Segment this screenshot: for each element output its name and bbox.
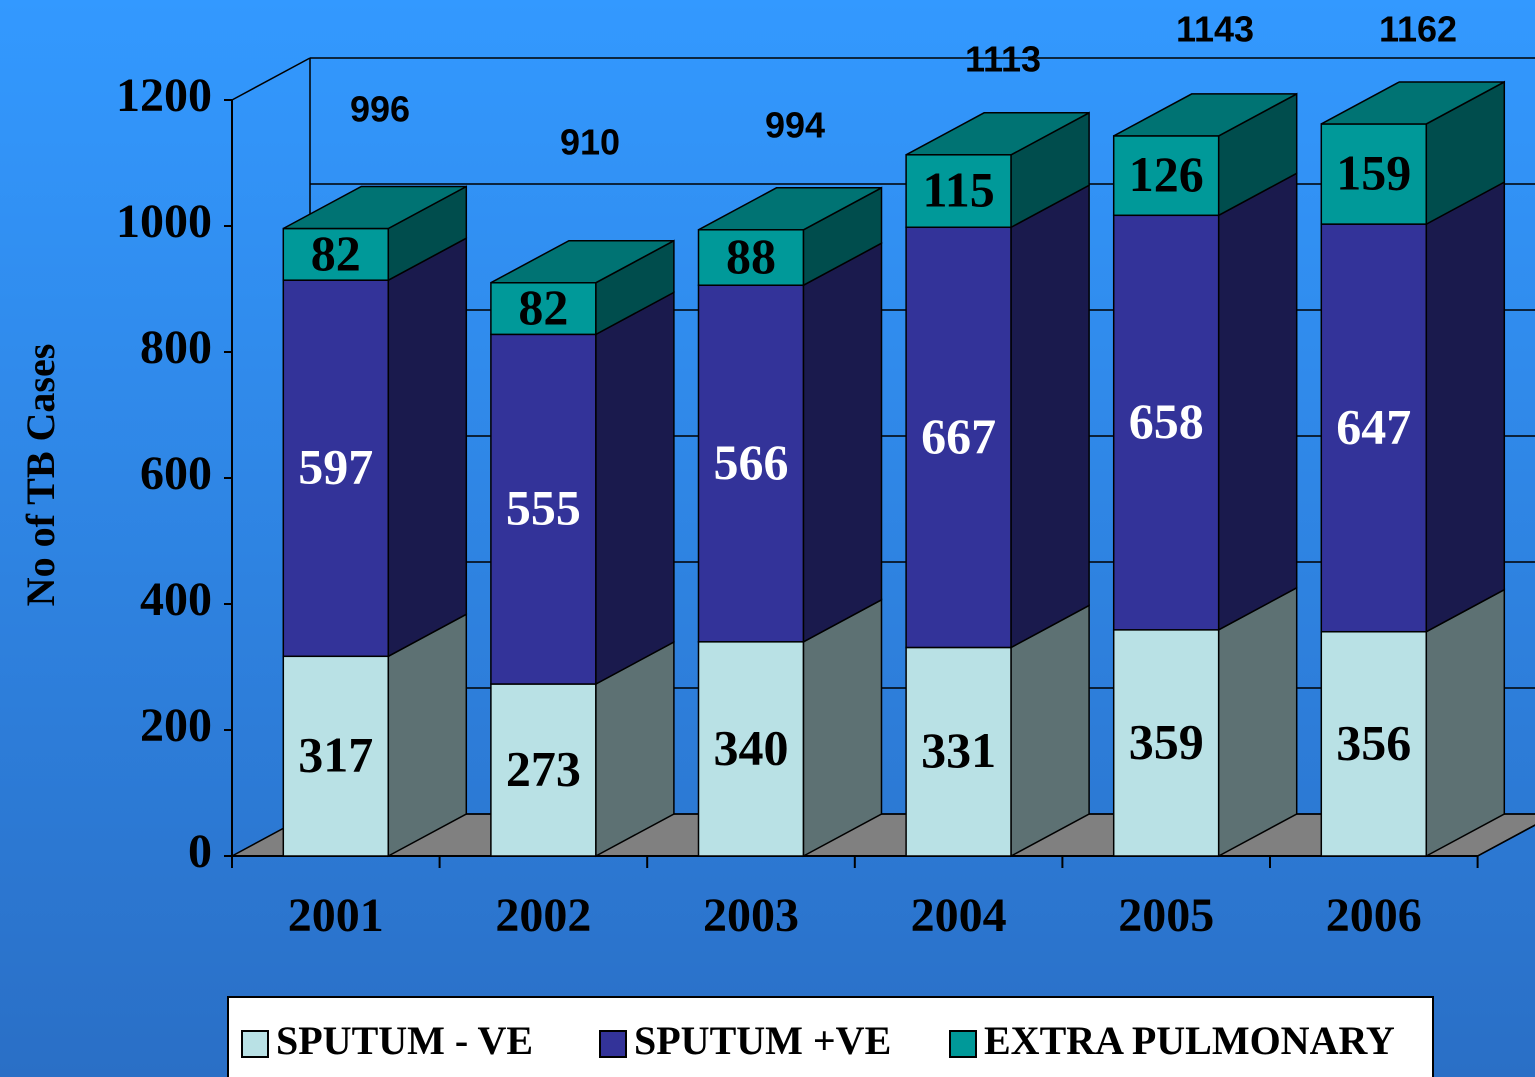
bar-side (387, 236, 468, 658)
legend-swatch (599, 1030, 627, 1058)
bar-front (1112, 135, 1220, 217)
y-tick-label: 1000 (116, 195, 212, 248)
total-label: 910 (560, 122, 620, 163)
bar-side (1217, 586, 1298, 858)
x-tick-label: 2006 (1326, 889, 1422, 942)
value-label: 317 (298, 727, 373, 783)
bar-front (697, 641, 805, 857)
x-tick-label: 2004 (911, 889, 1007, 942)
bar-front (490, 333, 597, 685)
value-label: 566 (714, 434, 789, 490)
y-tick-label: 0 (188, 825, 212, 878)
y-tick-label: 400 (140, 573, 212, 626)
legend-swatch (241, 1030, 269, 1058)
x-tick-label: 2002 (495, 889, 591, 942)
y-axis-title: No of TB Cases (18, 344, 63, 607)
value-label: 667 (921, 408, 996, 464)
value-label: 340 (714, 719, 789, 775)
value-label: 159 (1336, 144, 1411, 200)
value-label: 126 (1129, 146, 1204, 202)
value-label: 82 (311, 225, 361, 281)
bar-front (905, 226, 1012, 649)
legend-label: EXTRA PULMONARY (984, 1018, 1395, 1063)
legend (227, 996, 1434, 1077)
bar-front (282, 279, 390, 658)
bar-side (1425, 180, 1506, 633)
value-label: 82 (518, 279, 568, 335)
bar-side (1217, 172, 1298, 632)
legend-label: SPUTUM - VE (276, 1018, 533, 1063)
bar-side (1010, 604, 1090, 858)
bar-top (490, 239, 675, 284)
value-label: 597 (298, 439, 373, 495)
floor-front-right (1477, 824, 1535, 857)
bar-top (1320, 81, 1505, 125)
y-tick-label: 800 (140, 321, 212, 374)
bar-side (1010, 184, 1090, 649)
bar-front (1112, 214, 1220, 631)
value-label: 88 (726, 228, 776, 284)
bar-side (595, 291, 675, 686)
total-label: 996 (350, 89, 410, 130)
legend-label: SPUTUM +VE (634, 1018, 891, 1063)
bar-front (490, 281, 597, 336)
legend-swatch (949, 1030, 977, 1058)
bar-front (1320, 223, 1428, 633)
value-label: 331 (921, 722, 996, 778)
value-label: 356 (1336, 714, 1411, 770)
y-tick-label: 600 (140, 447, 212, 500)
bar-front (490, 683, 597, 857)
value-label: 273 (506, 740, 581, 796)
bar-front (697, 229, 805, 286)
bar-front (282, 227, 390, 281)
y-tick-label: 200 (140, 699, 212, 752)
bar-top (698, 187, 882, 231)
bar-front (697, 284, 805, 643)
value-label: 555 (506, 480, 581, 536)
total-label: 1113 (965, 39, 1041, 80)
bar-side (802, 241, 883, 644)
side-wall-top (231, 57, 311, 101)
bar-top (905, 112, 1090, 156)
bar-front (905, 154, 1012, 229)
y-tick-label: 1200 (116, 69, 212, 122)
total-label: 1143 (1176, 9, 1254, 50)
x-tick-label: 2005 (1118, 889, 1214, 942)
x-tick-label: 2001 (288, 889, 384, 942)
bar-top (1113, 93, 1298, 137)
x-tick-label: 2003 (703, 889, 799, 942)
bar-side (802, 598, 883, 858)
value-label: 359 (1129, 713, 1204, 769)
value-label: 658 (1129, 393, 1204, 449)
total-label: 994 (765, 105, 825, 146)
bar-top (282, 185, 467, 230)
bar-side (1425, 588, 1506, 858)
value-label: 647 (1336, 398, 1411, 454)
total-label: 1162 (1379, 9, 1457, 50)
value-label: 115 (922, 162, 994, 218)
